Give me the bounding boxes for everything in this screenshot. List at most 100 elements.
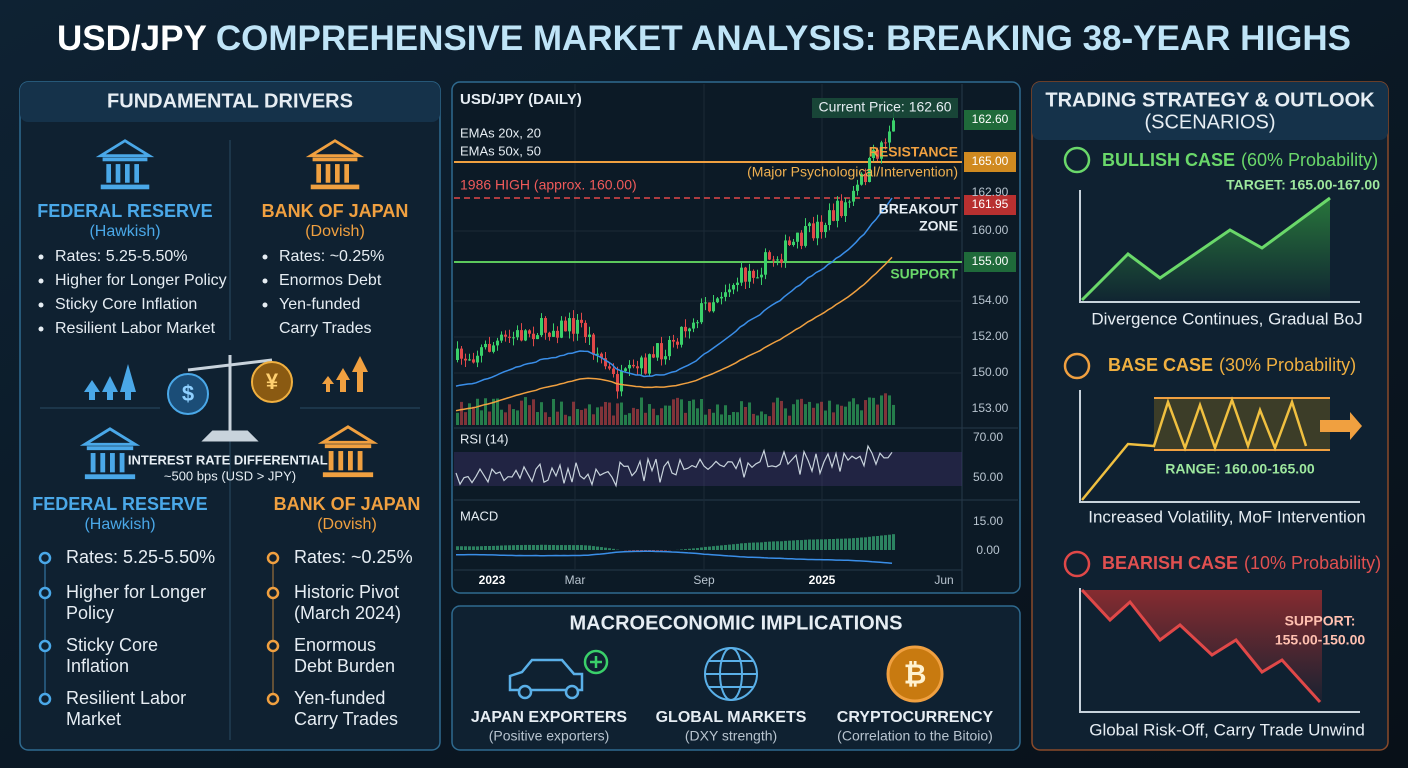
scenario-title: BULLISH CASE (60% Probability) <box>1102 150 1378 170</box>
volume-bar <box>624 414 627 425</box>
candle-body <box>768 252 771 260</box>
macd-bar <box>892 534 895 550</box>
candle-body <box>552 330 555 337</box>
macd-bar <box>584 545 587 550</box>
volume-bar <box>796 399 799 425</box>
driver-point: Historic Pivot <box>294 582 399 602</box>
price-chart-panel: USD/JPY (DAILY) Current Price: 162.60 EM… <box>451 81 1021 594</box>
volume-bar <box>476 398 479 425</box>
candle-body <box>500 334 503 341</box>
macd-bar <box>496 545 499 550</box>
decoration <box>964 195 1016 215</box>
volume-bar <box>740 401 743 425</box>
resistance-label: RESISTANCE <box>869 144 958 160</box>
driver-point: Sticky Core Inflation <box>55 296 197 313</box>
macd-bar <box>508 545 511 550</box>
macd-bar <box>888 534 891 550</box>
breakout-label: ZONE <box>919 218 958 234</box>
macd-bar <box>840 538 843 550</box>
macd-line <box>456 550 893 565</box>
bullet <box>262 278 268 284</box>
macd-bar <box>488 546 491 550</box>
volume-bar <box>568 416 571 425</box>
candle-body <box>784 240 787 263</box>
macd-bar <box>744 543 747 550</box>
decoration <box>590 656 602 668</box>
driver-name: FEDERAL RESERVE <box>32 494 207 514</box>
candle-body <box>548 332 551 337</box>
volume-bar <box>720 414 723 425</box>
candle-body <box>492 345 495 352</box>
scenario-prob: (60% Probability) <box>1241 150 1378 170</box>
macd-bar <box>848 538 851 550</box>
panel-subtitle: (SCENARIOS) <box>1144 111 1275 133</box>
candle-body <box>744 267 747 282</box>
scenario-name: BULLISH CASE <box>1102 150 1235 170</box>
scenario-name: BEARISH CASE <box>1102 553 1238 573</box>
bullet <box>262 254 268 260</box>
scenario-prob: (10% Probability) <box>1244 553 1381 573</box>
volume-bar <box>852 398 855 425</box>
volume-bar <box>640 397 643 425</box>
volume-bar <box>812 407 815 425</box>
panel-title: TRADING STRATEGY & OUTLOOK <box>1045 89 1375 111</box>
macd-bar <box>824 539 827 550</box>
decoration <box>336 368 350 392</box>
candle-body <box>628 364 631 369</box>
differential-label: INTEREST RATE DIFFERENTIAL: <box>128 452 332 467</box>
candle-body <box>748 270 751 282</box>
candle-body <box>600 353 603 359</box>
macd-bar <box>600 547 603 550</box>
volume-bar <box>836 404 839 425</box>
candle-body <box>508 336 511 338</box>
candle-body <box>692 322 695 329</box>
rsi-label: 50.00 <box>973 470 1003 484</box>
timeline-dot <box>38 586 52 600</box>
volume-bar <box>760 411 763 425</box>
candle-body <box>496 340 499 346</box>
volume-bar <box>832 412 835 425</box>
candle-body <box>860 173 863 185</box>
candle-body <box>736 282 739 285</box>
macd-bar <box>464 546 467 550</box>
macd-bar <box>532 545 535 550</box>
candle-body <box>776 259 779 261</box>
candle-body <box>848 201 851 203</box>
volume-bar <box>816 403 819 425</box>
macd-bar <box>612 548 615 550</box>
driver-point: Carry Trades <box>279 320 371 337</box>
candle-body <box>804 226 807 246</box>
volume-bar <box>756 415 759 425</box>
macd-bar <box>492 545 495 550</box>
volume-bar <box>468 403 471 425</box>
candle-body <box>536 335 539 340</box>
volume-bar <box>656 415 659 425</box>
volume-bar <box>620 402 623 425</box>
decoration <box>1082 590 1322 704</box>
candle-body <box>892 120 895 132</box>
macd-bar <box>740 543 743 550</box>
macd-bar <box>640 550 643 551</box>
candle-body <box>584 322 587 338</box>
volume-bar <box>876 404 879 425</box>
candle-body <box>572 318 575 334</box>
candle-body <box>564 320 567 332</box>
decoration <box>201 430 259 442</box>
volume-bar <box>708 409 711 425</box>
macd-bar <box>540 544 543 550</box>
decoration <box>964 110 1016 130</box>
macd-bar <box>680 549 683 550</box>
scenario-level: SUPPORT: <box>1285 613 1356 629</box>
volume-bar <box>744 406 747 425</box>
candle-body <box>568 318 571 332</box>
candle-body <box>484 343 487 348</box>
decoration <box>322 356 368 392</box>
candle-body <box>648 354 651 374</box>
candle-body <box>880 142 883 159</box>
bitcoin-symbol: ₿ <box>904 658 927 689</box>
volume-bar <box>792 404 795 425</box>
candle-body <box>712 302 715 312</box>
candle-body <box>832 210 835 221</box>
decoration <box>1063 146 1091 174</box>
